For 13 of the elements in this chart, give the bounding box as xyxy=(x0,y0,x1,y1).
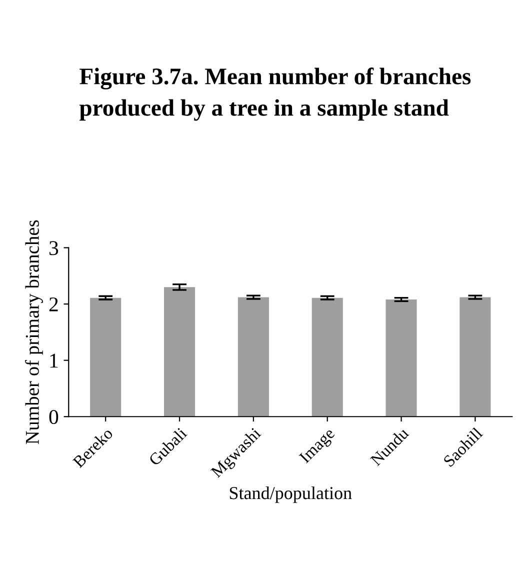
y-tick-label: 2 xyxy=(49,297,58,312)
y-tick-label: 0 xyxy=(49,410,58,424)
bar xyxy=(90,298,122,417)
y-tick-label: 3 xyxy=(49,241,58,256)
x-axis-title: Stand/population xyxy=(230,486,352,503)
bar xyxy=(386,300,417,417)
chart-title: Figure 3.7a. Mean number of branches produced by a tree in a sample stand xyxy=(80,68,471,121)
bar xyxy=(164,287,196,417)
bar xyxy=(312,298,343,417)
y-tick-label: 1 xyxy=(50,354,58,368)
y-axis-title: Number of primary branches xyxy=(25,220,43,444)
bar xyxy=(238,297,269,417)
bar xyxy=(460,297,491,417)
